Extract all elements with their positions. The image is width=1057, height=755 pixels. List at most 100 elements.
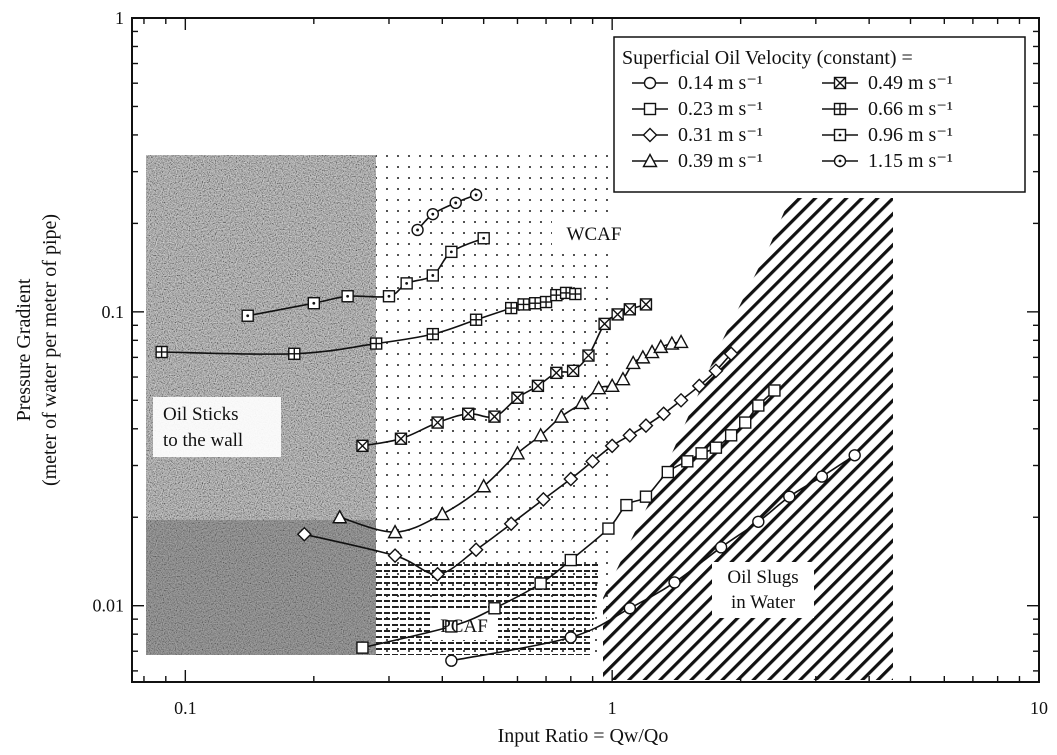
series-6-point-1: [307, 297, 321, 310]
series-2-point-13: [691, 378, 707, 394]
series-4-point-11: [611, 308, 624, 321]
legend-title: Superficial Oil Velocity (constant) =: [622, 47, 913, 69]
legend-label-2: 0.31 m s⁻¹: [678, 124, 763, 146]
y-axis-sublabel: (meter of water per meter of pipe): [39, 214, 61, 486]
x-axis-label: Input Ratio = Qw/Qo: [498, 725, 669, 747]
series-2: [296, 346, 739, 582]
wcaf-label-bg: [552, 218, 636, 248]
series-4-point-13: [639, 298, 653, 311]
series-2-point-15: [723, 346, 739, 362]
legend-label-5: 0.66 m s⁻¹: [868, 98, 953, 120]
series-5-point-1: [288, 347, 301, 360]
series-6: [241, 232, 490, 322]
series-2-point-5: [535, 491, 551, 507]
region-label-oil-sticks-line2: to the wall: [163, 430, 243, 451]
series-3-point-5: [532, 427, 549, 442]
series-5-point-11: [569, 287, 582, 301]
legend-item-2: 0.31 m s⁻¹: [632, 124, 763, 146]
series-6-point-5: [426, 269, 440, 282]
y-tick-label: 1: [115, 8, 124, 28]
series-1-point-13: [739, 416, 752, 429]
legend-item-3: 0.39 m s⁻¹: [632, 150, 763, 172]
series-3-point-3: [475, 478, 492, 493]
legend-marker-6: [833, 128, 847, 142]
legend-box: [613, 36, 1026, 193]
series-1-point-3: [534, 577, 547, 590]
series-1-point-6: [620, 498, 633, 512]
series-2-point-6: [563, 471, 579, 487]
series-6-point-6: [445, 245, 458, 259]
series-0-point-2: [623, 602, 637, 615]
region-label-wcaf: WCAF: [567, 224, 622, 245]
legend-item-7: 1.15 m s⁻¹: [822, 150, 953, 172]
series-1-point-0: [356, 641, 369, 654]
series-1-line: [362, 389, 776, 649]
series-2-point-7: [585, 453, 601, 469]
series-2-point-2: [430, 566, 446, 582]
series-1-point-4: [564, 553, 577, 567]
series-0-point-8: [848, 449, 861, 462]
series-4-point-0: [356, 439, 369, 453]
series-1-point-1: [445, 620, 458, 633]
series-3-point-0: [332, 509, 348, 524]
series-0-point-1: [564, 631, 577, 644]
series-5-point-3: [426, 327, 440, 341]
legend-label-0: 0.14 m s⁻¹: [678, 72, 763, 94]
series-1-point-8: [661, 465, 674, 479]
series-1-point-9: [681, 455, 694, 468]
legend-marker-7: [833, 154, 847, 168]
series-3-point-14: [653, 338, 669, 354]
plot-frame: [131, 17, 1040, 683]
region-label-oil-sticks-line1: Oil Sticks: [163, 404, 238, 425]
series-0-point-6: [783, 490, 796, 503]
series-2-point-9: [622, 427, 638, 443]
legend-marker-5: [833, 102, 847, 116]
series-2-point-11: [656, 406, 672, 422]
series-5-point-5: [504, 301, 518, 315]
series-5-point-2: [369, 337, 383, 350]
oil-sticks-label-bg: [153, 397, 281, 457]
oil-slugs-hatched-region: [603, 198, 893, 680]
series-1-point-14: [752, 399, 765, 412]
series-1-point-15: [768, 384, 781, 397]
series-3-point-2: [434, 506, 450, 521]
legend-marker-1: [643, 102, 657, 116]
series-7-point-1: [426, 207, 440, 221]
series-3-point-6: [553, 408, 569, 423]
series-3-point-10: [615, 371, 631, 386]
pcaf-label-bg: [430, 610, 498, 640]
series-3-point-16: [673, 333, 689, 349]
legend-marker-3: [642, 153, 658, 168]
legend-item-4: 0.49 m s⁻¹: [822, 72, 953, 94]
x-tick-label: 0.1: [174, 698, 197, 718]
series-2-point-4: [503, 516, 519, 532]
series-7: [411, 188, 483, 237]
series-0-point-7: [815, 470, 829, 483]
series-5-point-7: [528, 297, 542, 310]
legend-marker-4: [833, 76, 847, 90]
series-7-point-2: [449, 196, 462, 210]
series-0-point-3: [668, 576, 681, 589]
legend-item-5: 0.66 m s⁻¹: [822, 98, 953, 120]
region-label-oil-slugs-line2: in Water: [731, 592, 796, 613]
series-4-point-9: [582, 349, 595, 362]
legend-item-1: 0.23 m s⁻¹: [632, 98, 763, 120]
series-3-point-7: [574, 394, 590, 410]
series-4-point-10: [598, 317, 611, 331]
series-4: [356, 298, 653, 453]
series-6-point-7: [477, 232, 490, 245]
series-6-point-2: [341, 290, 354, 303]
legend-label-3: 0.39 m s⁻¹: [678, 150, 763, 172]
series-4-point-1: [394, 432, 408, 445]
legend-label-7: 1.15 m s⁻¹: [868, 150, 953, 172]
series-5-point-0: [155, 345, 168, 359]
series-2-point-0: [296, 526, 312, 542]
series-layer: [155, 188, 861, 667]
series-1-point-11: [709, 441, 723, 454]
series-4-point-12: [623, 303, 637, 316]
oil-sticks-dark-band: [146, 520, 376, 655]
series-5: [155, 286, 582, 360]
series-1-point-7: [639, 490, 653, 503]
y-axis-label: Pressure Gradient: [13, 278, 35, 421]
